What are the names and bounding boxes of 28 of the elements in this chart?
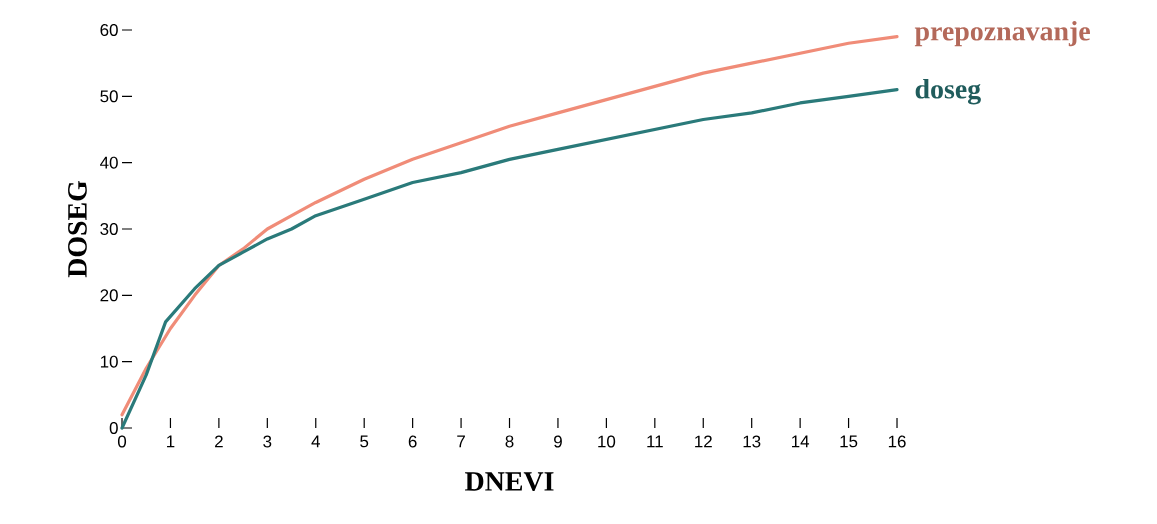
x-tick-label: 15: [840, 435, 858, 448]
x-tick-label: 4: [311, 435, 320, 448]
x-tick-label: 14: [792, 435, 810, 448]
y-tick-label: 30: [100, 222, 118, 235]
x-tick-label: 0: [117, 435, 127, 448]
y-tick-label: 60: [100, 23, 118, 36]
series-label: prepoznavanje: [914, 20, 1090, 47]
y-tick-label: 40: [100, 156, 118, 169]
y-tick-label: 50: [100, 90, 118, 103]
series-label: doseg: [915, 78, 981, 105]
y-axis-title: DOSEG: [68, 180, 87, 278]
x-tick-label: 5: [360, 435, 369, 448]
x-tick-label: 9: [554, 435, 562, 448]
x-tick-label: 8: [505, 435, 514, 448]
x-tick-label: 7: [457, 435, 465, 448]
x-tick-label: 16: [888, 435, 906, 448]
y-tick-label: 20: [100, 289, 118, 302]
x-axis-title: DNEVI: [465, 472, 554, 492]
x-tick-label: 10: [598, 435, 616, 448]
x-tick-label: 1: [167, 435, 175, 448]
x-tick-label: 6: [408, 435, 417, 448]
x-tick-label: 13: [743, 435, 761, 448]
x-tick-label: 12: [695, 435, 712, 448]
x-tick-label: 3: [263, 435, 272, 448]
y-tick-label: 10: [100, 355, 118, 368]
y-tick-label: 0: [109, 421, 118, 434]
x-tick-label: 2: [215, 435, 223, 448]
x-tick-label: 11: [647, 435, 663, 448]
